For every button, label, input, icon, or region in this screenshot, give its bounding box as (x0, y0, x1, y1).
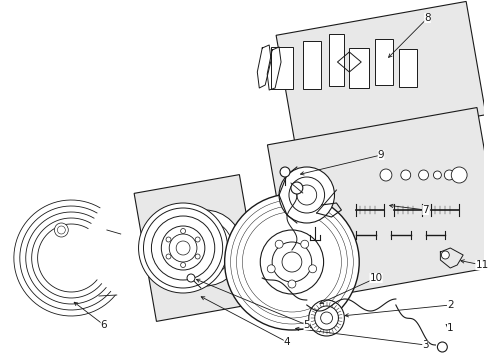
Circle shape (224, 194, 359, 330)
Text: 2: 2 (446, 300, 453, 310)
Circle shape (279, 167, 334, 223)
Circle shape (54, 223, 68, 237)
Circle shape (275, 240, 283, 248)
Circle shape (195, 237, 200, 242)
Text: 5: 5 (303, 320, 309, 330)
Circle shape (444, 170, 453, 180)
Text: 10: 10 (369, 273, 382, 283)
Circle shape (180, 229, 185, 234)
Circle shape (290, 182, 302, 194)
Text: 3: 3 (421, 340, 428, 350)
Circle shape (282, 252, 301, 272)
Circle shape (437, 342, 447, 352)
Circle shape (180, 262, 185, 267)
Bar (302, 41, 320, 89)
Text: 4: 4 (283, 337, 290, 347)
Circle shape (300, 240, 308, 248)
Circle shape (400, 170, 410, 180)
Circle shape (151, 216, 214, 280)
Bar (348, 48, 368, 88)
Text: 11: 11 (474, 260, 488, 270)
Circle shape (296, 185, 316, 205)
Circle shape (138, 203, 227, 293)
Circle shape (280, 167, 289, 177)
Circle shape (320, 312, 332, 324)
Circle shape (272, 242, 311, 282)
Circle shape (308, 265, 316, 273)
Circle shape (441, 251, 448, 259)
Circle shape (418, 170, 427, 180)
Circle shape (308, 300, 344, 336)
Circle shape (314, 306, 338, 330)
Circle shape (267, 265, 275, 273)
Circle shape (57, 226, 65, 234)
Polygon shape (276, 1, 485, 149)
Polygon shape (267, 108, 488, 302)
Circle shape (167, 210, 242, 286)
Circle shape (169, 234, 197, 262)
Text: 7: 7 (421, 205, 428, 215)
Circle shape (432, 171, 441, 179)
Circle shape (161, 226, 204, 270)
Bar (271, 47, 292, 89)
Bar (374, 39, 392, 85)
Circle shape (195, 254, 200, 259)
Text: 1: 1 (446, 323, 453, 333)
Circle shape (287, 280, 295, 288)
Circle shape (166, 237, 171, 242)
Text: 9: 9 (377, 150, 384, 160)
Circle shape (260, 230, 323, 294)
Circle shape (189, 232, 220, 264)
Text: 6: 6 (101, 320, 107, 330)
Circle shape (176, 241, 190, 255)
Circle shape (186, 274, 195, 282)
Circle shape (450, 167, 466, 183)
Circle shape (288, 177, 324, 213)
Bar (398, 49, 416, 87)
Circle shape (379, 169, 391, 181)
Text: 8: 8 (423, 13, 430, 23)
Circle shape (143, 208, 222, 288)
Bar (328, 34, 344, 86)
Circle shape (166, 254, 171, 259)
Circle shape (177, 220, 232, 276)
Polygon shape (134, 175, 261, 321)
